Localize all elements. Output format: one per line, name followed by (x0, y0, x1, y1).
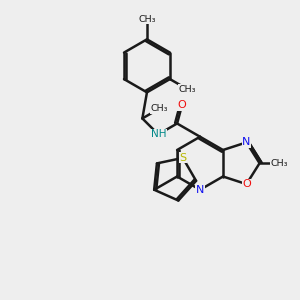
Text: CH₃: CH₃ (271, 159, 288, 168)
Text: N: N (242, 137, 250, 147)
Text: O: O (242, 179, 251, 189)
Text: CH₃: CH₃ (178, 85, 196, 94)
Text: S: S (179, 153, 186, 163)
Text: CH₃: CH₃ (150, 104, 168, 113)
Text: N: N (196, 185, 204, 195)
Text: O: O (178, 100, 186, 110)
Text: NH: NH (151, 129, 166, 140)
Text: CH₃: CH₃ (138, 15, 156, 24)
